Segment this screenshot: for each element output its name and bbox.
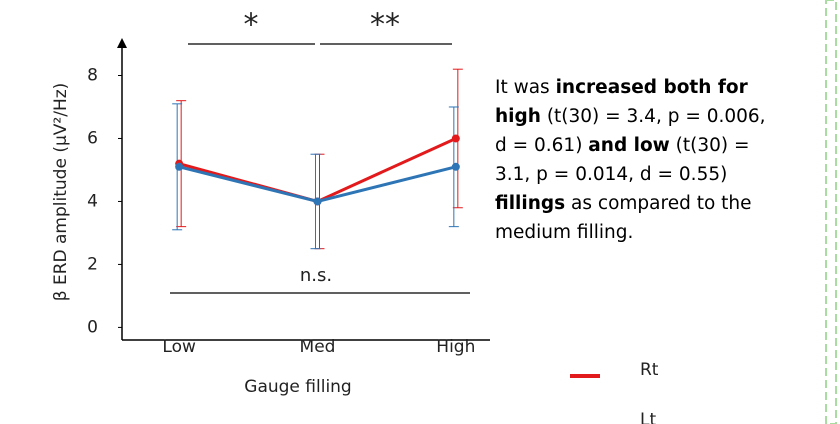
- y-tick-label: 2: [87, 254, 98, 274]
- y-tick-label: 0: [87, 317, 98, 337]
- series-line: [178, 137, 457, 204]
- description-line: medium filling.: [495, 222, 633, 243]
- description-run: 3.1, p = 0.014, d = 0.55): [495, 164, 727, 185]
- frame-border: [825, 0, 837, 424]
- description-run: increased both for: [556, 77, 749, 98]
- data-point: [313, 197, 322, 206]
- description-line: fillings as compared to the: [495, 193, 752, 214]
- description-run: fillings: [495, 193, 565, 214]
- description-line: 3.1, p = 0.014, d = 0.55): [495, 164, 727, 185]
- description-run: It was: [495, 77, 556, 98]
- data-point: [451, 134, 460, 143]
- annotation: **: [370, 8, 400, 43]
- y-axis-arrow: [117, 38, 127, 48]
- data-point: [175, 162, 184, 171]
- description-run: and low: [588, 135, 669, 156]
- description-line: d = 0.61) and low (t(30) =: [495, 135, 750, 156]
- annotation: n.s.: [300, 265, 332, 286]
- y-tick-label: 4: [87, 191, 98, 211]
- x-tick-label: High: [436, 337, 475, 357]
- x-tick-label: Med: [300, 337, 336, 357]
- description-run: medium filling.: [495, 222, 633, 243]
- description-run: d = 0.61): [495, 135, 588, 156]
- description-run: high: [495, 106, 541, 127]
- description-line: It was increased both for: [495, 77, 749, 98]
- y-axis-label: β ERD amplitude (μV²/Hz): [51, 83, 71, 302]
- description-run: as compared to the: [565, 193, 751, 214]
- annotation: *: [244, 8, 259, 43]
- series-line: [178, 165, 457, 203]
- description-run: (t(30) =: [670, 135, 750, 156]
- y-tick-label: 8: [87, 65, 98, 85]
- data-point: [451, 162, 460, 171]
- x-axis-label: Gauge filling: [244, 377, 351, 397]
- description-run: (t(30) = 3.4, p = 0.006,: [541, 106, 766, 127]
- description-line: high (t(30) = 3.4, p = 0.006,: [495, 106, 766, 127]
- y-tick-label: 6: [87, 128, 98, 148]
- legend-label: Rt: [640, 360, 659, 380]
- legend-label: Lt: [640, 410, 656, 424]
- x-tick-label: Low: [162, 337, 196, 357]
